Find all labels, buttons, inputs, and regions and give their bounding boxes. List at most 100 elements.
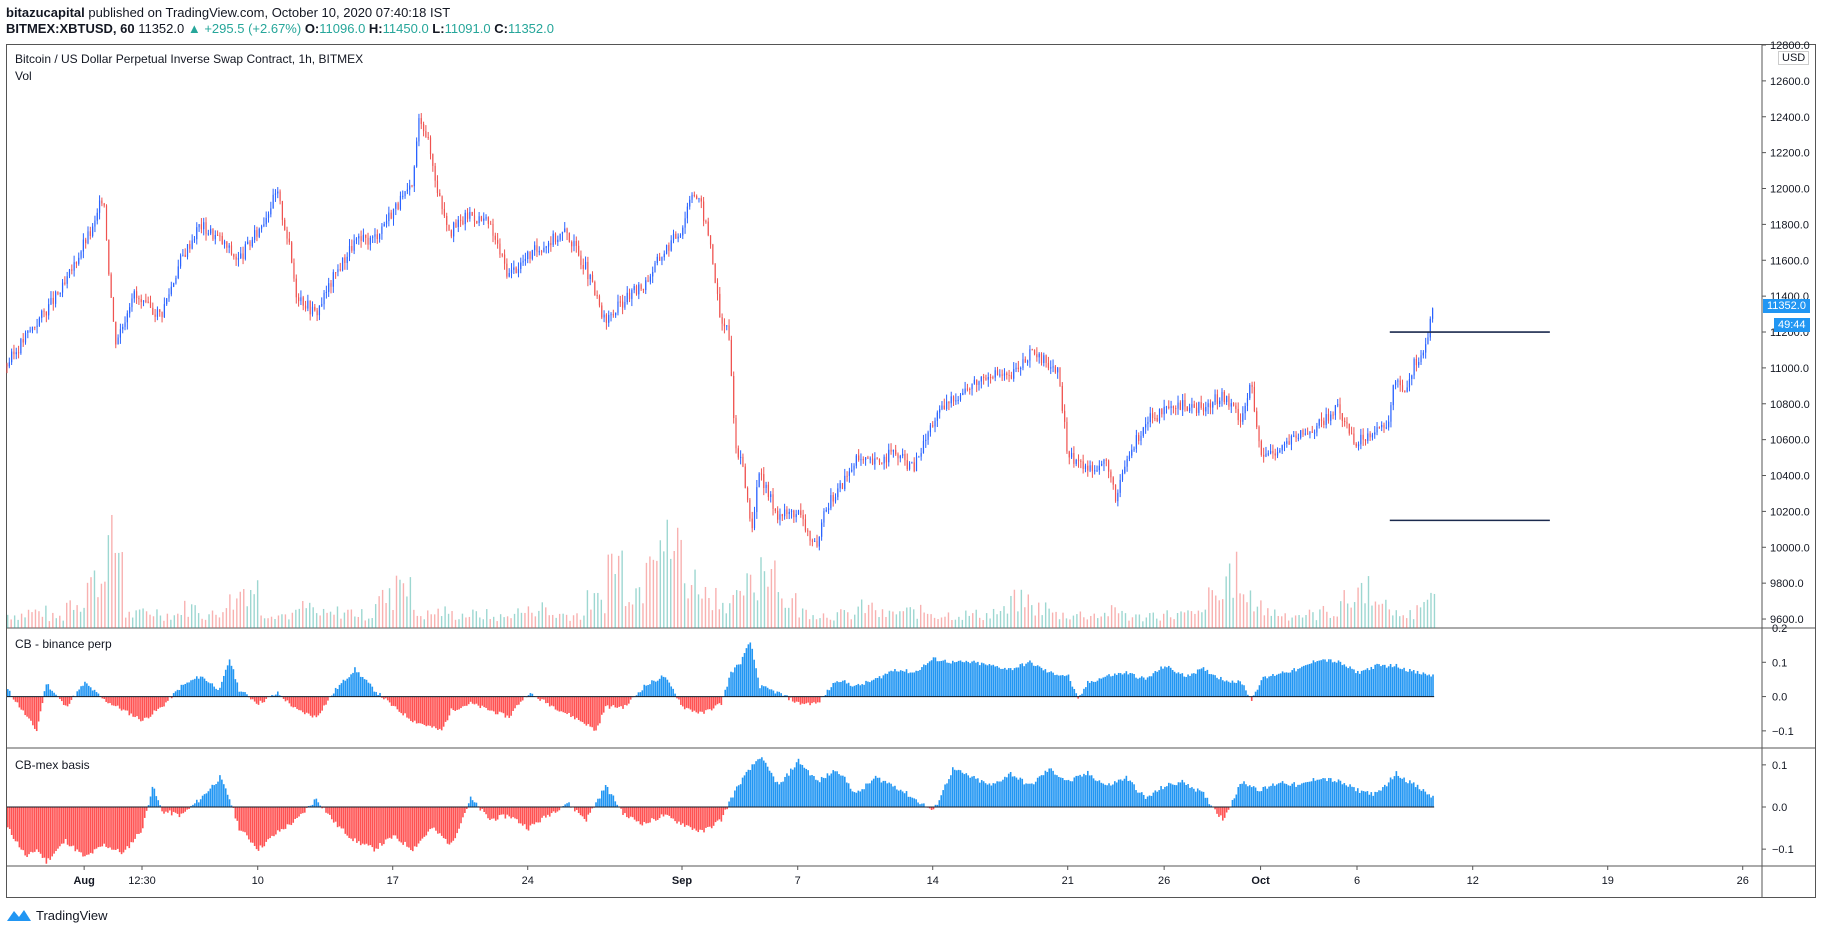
volume-bar [1051, 612, 1054, 628]
cb-mex-area-bar [639, 807, 642, 825]
cb-binance-area-bar [660, 675, 663, 697]
cb-mex-area-bar [745, 771, 748, 807]
candle-body [976, 379, 978, 385]
cb-binance-area-bar [953, 662, 956, 697]
volume-bar [975, 609, 977, 628]
cb-mex-area-bar [577, 807, 580, 814]
chart-frame[interactable] [6, 44, 1816, 898]
cb-binance-area-bar [53, 692, 55, 697]
cb-binance-area-bar [1277, 673, 1280, 697]
cb-mex-area-bar [1156, 791, 1159, 807]
cb-mex-area-bar [606, 786, 609, 807]
cb-binance-area-bar [1399, 668, 1402, 697]
candle-body [927, 432, 929, 440]
cb-binance-area-bar [1002, 668, 1004, 697]
cb-mex-area-bar [753, 764, 755, 807]
candle-body [1230, 403, 1232, 407]
candle-body [1006, 373, 1008, 375]
cb-mex-area-bar [126, 807, 129, 847]
cb-binance-area-bar [705, 696, 707, 711]
cb-mex-area-bar [680, 807, 682, 825]
cb-mex-area-bar [1183, 782, 1186, 807]
cb-binance-area-bar [404, 696, 406, 714]
cb-binance-area-bar [647, 685, 649, 697]
candle-body [598, 296, 601, 306]
cb-binance-area-bar [1181, 673, 1184, 697]
volume-bar [284, 614, 287, 628]
volume-bar [867, 604, 870, 628]
volume-bar [652, 559, 655, 628]
volume-bar [909, 607, 911, 628]
candle-body [844, 475, 846, 490]
candle-body [774, 508, 776, 511]
cb-binance-area-bar [680, 696, 682, 705]
candle-body [395, 203, 397, 209]
cb-mex-area-bar [485, 807, 487, 815]
volume-bar [968, 615, 970, 628]
volume-bar [1232, 597, 1234, 628]
cb-binance-area-bar [629, 696, 632, 700]
candle-body [922, 440, 925, 454]
volume-bar [833, 620, 835, 628]
currency-badge[interactable]: USD [1778, 51, 1810, 65]
cb-binance-area-bar [147, 696, 150, 719]
cb-binance-area-bar [849, 685, 852, 697]
candle-body [328, 283, 330, 292]
price-tick-label: 12000.0 [1770, 184, 1810, 196]
cb-binance-area-bar [298, 696, 300, 711]
cb-mex-area-bar [643, 807, 646, 822]
candle-body [291, 242, 293, 263]
cb-mex-area-bar [817, 780, 819, 807]
candle-body [258, 228, 260, 237]
candle-body [277, 191, 279, 194]
cb-mex-area-bar [74, 807, 77, 852]
candle-body [1364, 439, 1367, 441]
cb-mex-area-bar [1411, 783, 1413, 807]
candle-body [1274, 453, 1276, 456]
cb-mex-area-bar [1119, 779, 1122, 807]
cb-binance-area-bar [1237, 680, 1240, 697]
cb-binance-area-bar [998, 667, 1000, 697]
cb-binance-area-bar [1358, 673, 1361, 697]
time-tick-label: 19 [1602, 875, 1614, 887]
cb-mex-area-bar [824, 778, 827, 807]
cb-mex-area-bar [655, 807, 657, 821]
candle-body [1061, 385, 1063, 411]
volume-bar [1277, 615, 1279, 628]
cb-binance-area-bar [583, 696, 586, 724]
cb-binance-area-bar [1220, 676, 1222, 697]
cb-mex-area-bar [234, 807, 237, 819]
candle-body [233, 254, 235, 257]
cb-binance-area-bar [1195, 673, 1197, 697]
candle-body [735, 418, 737, 449]
author-name[interactable]: bitazucapital [6, 5, 85, 20]
candle-body [480, 216, 483, 221]
cb-binance-area-bar [1422, 672, 1425, 697]
cb-mex-area-bar [791, 769, 794, 807]
cb-mex-area-bar [1239, 784, 1241, 807]
cb-binance-area-bar [311, 696, 314, 718]
volume-bar [83, 607, 85, 628]
cb-mex-area-bar [1335, 782, 1338, 807]
candle-body [534, 245, 536, 251]
cb-mex-area-bar [934, 804, 937, 807]
cb-binance-area-bar [332, 693, 335, 697]
cb-mex-area-bar [834, 771, 836, 807]
price-tick-label: 10000.0 [1770, 542, 1810, 554]
cb-binance-area-bar [76, 691, 79, 697]
cb-mex-area-bar [230, 805, 233, 807]
symbol-name[interactable]: BITMEX:XBTUSD, 60 [6, 21, 135, 36]
cb-mex-area-bar [990, 785, 993, 807]
cb-binance-area-bar [315, 696, 318, 718]
cb-binance-area-bar [398, 696, 401, 712]
candle-body [131, 298, 133, 308]
cb-binance-area-bar [541, 696, 543, 700]
cb-binance-area-bar [473, 696, 476, 705]
cb-binance-area-bar [703, 696, 705, 714]
footer-brand[interactable]: TradingView [6, 907, 108, 923]
cb-binance-area-bar [163, 696, 165, 707]
cb-binance-area-bar [751, 648, 754, 697]
volume-bar [402, 583, 405, 628]
cb-binance-area-bar [223, 675, 225, 697]
